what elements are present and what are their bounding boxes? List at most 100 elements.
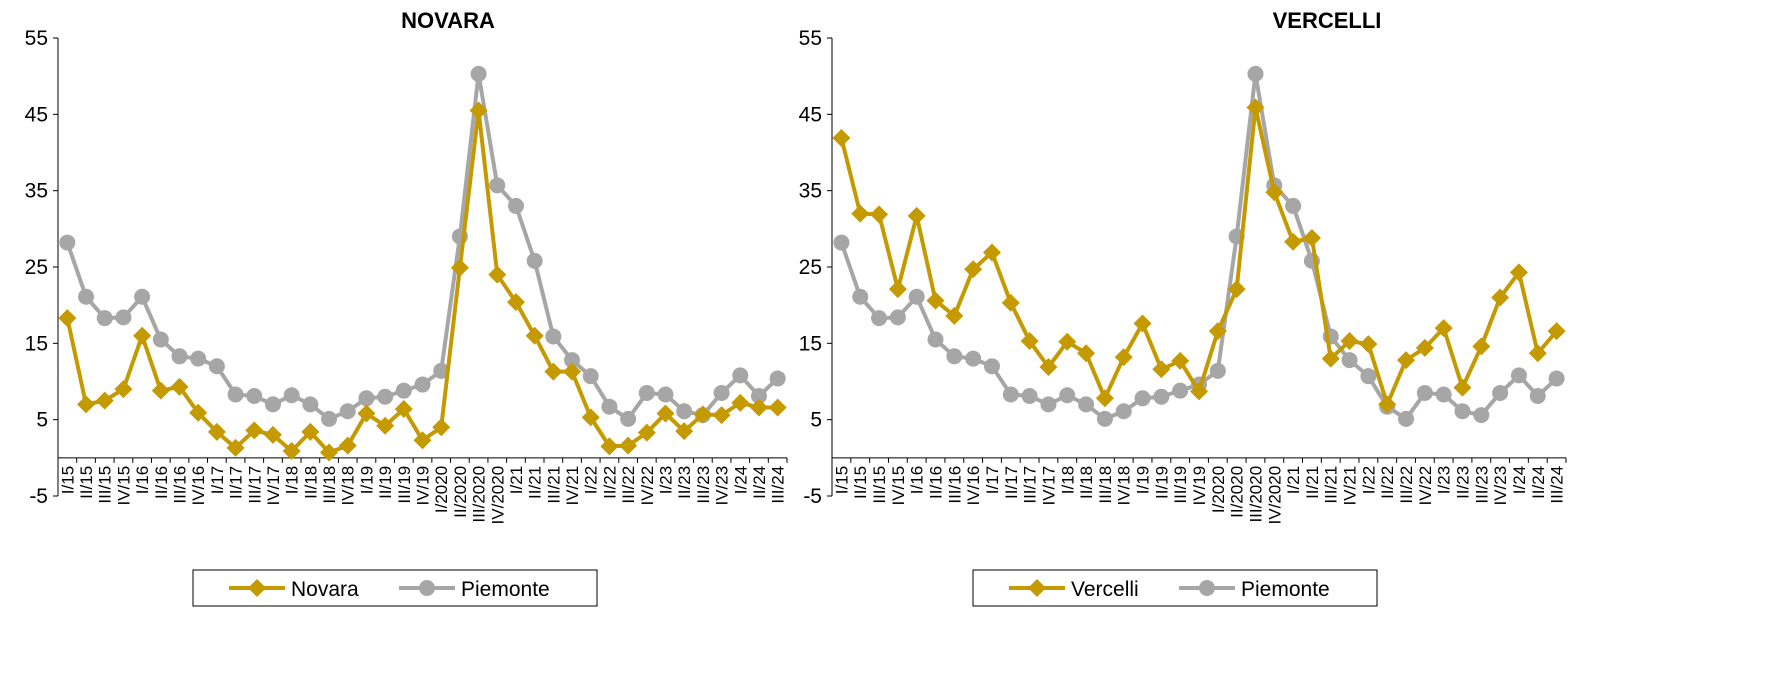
- data-point: [749, 398, 768, 417]
- data-point: [1547, 322, 1566, 341]
- data-point: [376, 416, 395, 435]
- data-point: [1528, 344, 1547, 363]
- x-tick-label: IV/2020: [1265, 466, 1284, 525]
- data-point: [1152, 360, 1171, 379]
- data-point: [907, 206, 926, 225]
- data-point: [189, 403, 208, 422]
- data-point: [133, 326, 152, 345]
- legend: Vercelli Piemonte: [972, 569, 1378, 607]
- data-point: [207, 422, 226, 441]
- data-point: [675, 422, 694, 441]
- data-point: [1529, 388, 1546, 405]
- data-point: [926, 291, 945, 310]
- data-point: [676, 403, 693, 420]
- data-point: [619, 436, 638, 455]
- data-point: [321, 410, 338, 427]
- data-point: [1190, 382, 1208, 401]
- y-tick-label: 45: [25, 103, 48, 126]
- x-tick-label: III/2020: [470, 466, 489, 523]
- data-point: [506, 293, 525, 312]
- data-point: [1096, 410, 1113, 427]
- x-tick-label: I/18: [283, 466, 302, 494]
- data-point: [95, 391, 114, 410]
- y-tick-label: 25: [799, 256, 822, 279]
- data-point: [833, 234, 850, 251]
- data-point: [1059, 387, 1076, 404]
- x-tick-label: II/15: [77, 466, 96, 499]
- x-tick-label: III/18: [1096, 466, 1115, 504]
- data-point: [433, 362, 450, 379]
- x-tick-label: II/19: [376, 466, 395, 499]
- x-tick-label: I/17: [208, 466, 227, 494]
- x-tick-label: II/24: [750, 466, 769, 499]
- data-point: [1284, 232, 1303, 251]
- data-point: [1171, 351, 1190, 370]
- data-point: [526, 252, 543, 269]
- y-tick-label: -5: [29, 485, 48, 508]
- x-tick-label: II/23: [675, 466, 694, 499]
- x-tick-label: IV/19: [1190, 466, 1209, 506]
- data-point: [1435, 386, 1452, 403]
- data-point: [965, 350, 982, 367]
- data-point: [601, 398, 618, 415]
- x-tick-label: I/17: [983, 466, 1002, 494]
- x-tick-label: III/21: [1322, 466, 1341, 504]
- x-tick-label: I/15: [832, 466, 851, 494]
- data-point: [432, 418, 451, 437]
- x-tick-label: IV/16: [964, 466, 983, 506]
- data-point: [1415, 338, 1434, 357]
- data-point: [1247, 65, 1264, 82]
- data-point: [620, 410, 637, 427]
- series-novara: [58, 101, 787, 462]
- data-point: [171, 348, 188, 365]
- data-point: [264, 396, 281, 413]
- chart-novara: NOVARA -5 5 15 25 35 45 55 I/15 II/15 III/15 IV/15…: [25, 8, 788, 607]
- x-tick-label: II/23: [1453, 466, 1472, 499]
- data-point: [1246, 98, 1265, 117]
- x-tick-label: III/19: [1171, 466, 1190, 504]
- x-tick-label: III/2020: [1246, 466, 1265, 523]
- series-line: [65, 71, 780, 421]
- x-tick-label: I/16: [133, 466, 152, 494]
- data-point: [888, 280, 907, 299]
- legend-marker: [1028, 579, 1046, 597]
- x-tick-label: I/2020: [1209, 466, 1228, 513]
- data-point: [395, 382, 412, 399]
- x-tick-label: I/19: [357, 466, 376, 494]
- data-point: [190, 350, 207, 367]
- data-point: [927, 331, 944, 348]
- data-point: [983, 358, 1000, 375]
- data-point: [1509, 263, 1528, 282]
- data-point: [1492, 384, 1509, 401]
- x-tick-label: IV/22: [638, 466, 657, 506]
- series-vercelli: [832, 98, 1566, 414]
- x-tick-label: II/16: [152, 466, 171, 499]
- data-point: [246, 388, 263, 405]
- data-point: [488, 265, 507, 284]
- data-point: [78, 288, 95, 305]
- data-point: [413, 431, 432, 450]
- x-tick-label: II/18: [301, 466, 320, 499]
- series-line: [839, 71, 1558, 421]
- data-point: [1077, 344, 1096, 363]
- x-tick-label: II/22: [1378, 466, 1397, 499]
- x-tick-label: IV/15: [889, 466, 908, 506]
- data-point: [1209, 362, 1226, 379]
- x-tick-label: II/22: [600, 466, 619, 499]
- data-point: [1208, 322, 1227, 341]
- data-point: [637, 423, 656, 442]
- data-point: [302, 396, 319, 413]
- data-point: [657, 386, 674, 403]
- data-point: [152, 331, 169, 348]
- series-piemonte: [833, 65, 1565, 427]
- x-tick-label: IV/19: [414, 466, 433, 506]
- data-point: [263, 425, 282, 444]
- data-point: [58, 309, 77, 328]
- data-point: [1453, 378, 1472, 397]
- y-tick-label: 15: [799, 332, 822, 355]
- data-point: [320, 443, 339, 462]
- data-point: [945, 306, 964, 325]
- data-point: [1378, 395, 1397, 414]
- legend-marker: [419, 580, 435, 596]
- y-tick-label: 55: [25, 27, 48, 50]
